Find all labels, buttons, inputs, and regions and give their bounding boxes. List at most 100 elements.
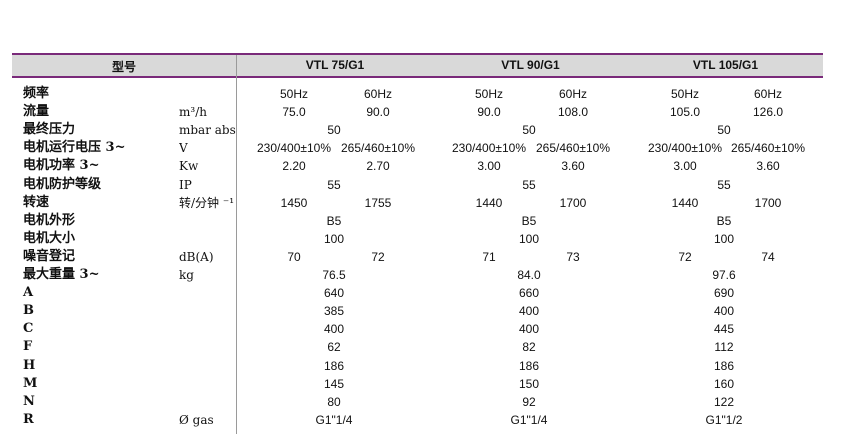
cell-value: 690	[713, 286, 735, 301]
table-top-rule	[12, 53, 823, 55]
cell-value: 265/460±10%	[731, 141, 805, 156]
cell-value: 445	[713, 322, 735, 337]
cell-value: 112	[714, 340, 734, 355]
table-row: A 640 660 690	[0, 284, 850, 302]
label-column-divider	[236, 55, 237, 434]
cell-value: 265/460±10%	[536, 141, 610, 156]
cell-value: 50	[327, 123, 341, 138]
table-row: 转速 转/分钟 ⁻¹ 1450 1755 1440 1700 1440 1700	[0, 194, 850, 212]
cell-value: 3.00	[673, 159, 697, 174]
cell-value: 50Hz	[670, 87, 700, 101]
cell-value: 230/400±10%	[257, 141, 331, 156]
cell-value: 108.0	[557, 105, 589, 120]
table-header-rule	[12, 76, 823, 78]
cell-value: 2.70	[366, 159, 390, 174]
table-row: N 80 92 122	[0, 393, 850, 411]
cell-value: 1440	[671, 195, 699, 210]
cell-value: 186	[518, 358, 540, 373]
header-model-3: VTL 105/G1	[692, 58, 759, 72]
table-row: 电机外形 B5 B5 B5	[0, 212, 850, 230]
cell-value: 186	[713, 358, 735, 373]
cell-value: 100	[713, 231, 735, 246]
cell-value: 90.0	[366, 105, 390, 120]
cell-value: 55	[327, 177, 341, 192]
row-label: 最大重量 3~	[23, 267, 100, 282]
cell-value: 2.20	[282, 159, 306, 174]
cell-value: 100	[323, 231, 345, 246]
cell-value: 1440	[475, 195, 503, 210]
row-label: C	[23, 321, 34, 337]
row-label: M	[23, 375, 38, 391]
row-label: F	[23, 339, 33, 355]
cell-value: 640	[323, 286, 345, 301]
table-row: B 385 400 400	[0, 302, 850, 320]
table-header-background	[12, 55, 823, 76]
cell-value: 74	[761, 249, 775, 264]
cell-value: 230/400±10%	[648, 141, 722, 156]
row-label: A	[23, 285, 34, 301]
cell-value: 1450	[280, 195, 308, 210]
cell-value: 50Hz	[279, 87, 309, 101]
cell-value: 55	[717, 177, 731, 192]
row-label: 转速	[23, 194, 50, 210]
cell-value: 3.00	[477, 159, 501, 174]
row-label: N	[23, 393, 35, 409]
cell-value: 60Hz	[363, 87, 393, 101]
cell-value: G1"1/2	[705, 412, 743, 427]
row-unit: kg	[179, 268, 194, 282]
row-label: 电机功率 3~	[23, 158, 100, 174]
table-row: R Ø gas G1"1/4 G1"1/4 G1"1/2	[0, 411, 850, 429]
cell-value: 400	[713, 304, 735, 319]
cell-value: B5	[521, 213, 537, 228]
row-label: 最终压力	[23, 122, 76, 138]
table-row: 最大重量 3~ kg 76.5 84.0 97.6	[0, 266, 850, 284]
table-row: F 62 82 112	[0, 338, 850, 356]
cell-value: 400	[518, 322, 540, 337]
cell-value: 72	[678, 249, 692, 264]
cell-value: 76.5	[322, 268, 346, 282]
cell-value: 80	[327, 394, 341, 409]
cell-value: 122	[713, 394, 735, 409]
row-label: 电机大小	[23, 230, 76, 246]
row-label: 噪音登记	[23, 248, 76, 264]
table-row: 流量 m³/h 75.0 90.0 90.0 108.0 105.0 126.0	[0, 103, 850, 121]
cell-value: 62	[327, 340, 341, 355]
cell-value: 100	[518, 231, 540, 246]
table-row: 噪音登记 dB(A) 70 72 71 73 72 74	[0, 248, 850, 266]
cell-value: 90.0	[477, 105, 501, 120]
row-label: 流量	[23, 104, 50, 120]
row-label: 电机外形	[23, 212, 76, 228]
row-label: 电机运行电压 3~	[23, 140, 126, 156]
cell-value: 82	[522, 340, 536, 355]
cell-value: 186	[323, 358, 345, 373]
cell-value: 75.0	[282, 105, 306, 120]
cell-value: 72	[371, 249, 385, 264]
table-row: 电机防护等级 IP 55 55 55	[0, 176, 850, 194]
cell-value: 71	[482, 249, 496, 264]
cell-value: 400	[518, 304, 540, 319]
cell-value: 97.6	[712, 268, 736, 282]
row-unit: Kw	[179, 159, 199, 174]
cell-value: 126.0	[752, 105, 784, 120]
cell-value: 265/460±10%	[341, 141, 415, 156]
cell-value: 145	[323, 376, 345, 391]
table-row: 频率 50Hz 60Hz 50Hz 60Hz 50Hz 60Hz	[0, 85, 850, 103]
header-model-label: 型号	[111, 60, 136, 74]
header-model-1: VTL 75/G1	[305, 58, 365, 72]
row-label: 电机防护等级	[23, 176, 102, 192]
row-label: B	[23, 303, 34, 319]
cell-value: G1"1/4	[510, 412, 548, 427]
cell-value: 660	[518, 286, 540, 301]
row-label: 频率	[23, 86, 50, 101]
cell-value: 1755	[364, 195, 392, 210]
row-unit: m³/h	[179, 105, 207, 120]
cell-value: 60Hz	[558, 87, 588, 101]
table-row: 最终压力 mbar abs. 50 50 50	[0, 121, 850, 139]
cell-value: 385	[323, 304, 345, 319]
row-unit: 转/分钟 ⁻¹	[179, 195, 235, 210]
cell-value: 3.60	[561, 159, 585, 174]
cell-value: 150	[518, 376, 540, 391]
cell-value: 50	[717, 123, 731, 138]
cell-value: 92	[522, 394, 536, 409]
table-row: C 400 400 445	[0, 320, 850, 338]
